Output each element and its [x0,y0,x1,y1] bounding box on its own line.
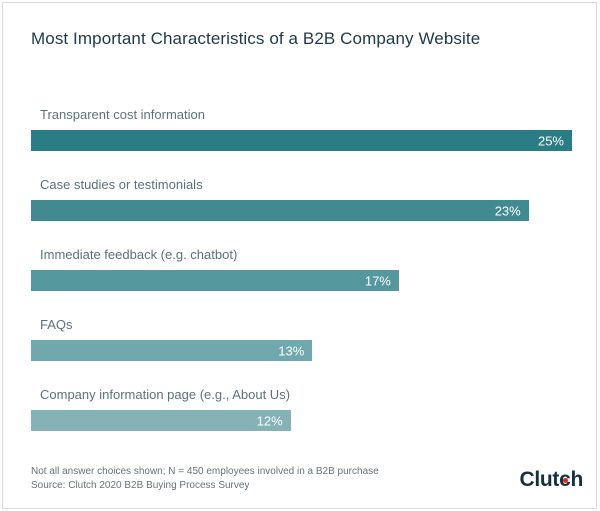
footnote: Not all answer choices shown; N = 450 em… [31,465,379,493]
bar: 13% [31,340,313,361]
footnote-sample-note: Not all answer choices shown; N = 450 em… [31,466,379,477]
clutch-logo-text-end: h [570,468,583,491]
chart-title: Most Important Characteristics of a B2B … [31,29,481,48]
bar: 25% [31,130,572,151]
bar-chart: Transparent cost information 25% Case stud… [31,106,572,456]
clutch-logo: Clutch [519,468,583,492]
bar: 17% [31,270,399,291]
bar-category-label: Transparent cost information [40,107,205,122]
bar-value-label: 25% [537,133,564,148]
chart-row: Case studies or testimonials 23% [31,176,572,221]
chart-row: FAQs 13% [31,316,572,361]
chart-row: Company information page (e.g., About Us… [31,386,572,431]
chart-row: Immediate feedback (e.g. chatbot) 17% [31,246,572,291]
bar-category-label: Case studies or testimonials [40,177,203,192]
bar-value-label: 23% [494,203,521,218]
bar-category-label: Company information page (e.g., About Us… [40,387,291,402]
bar: 12% [31,410,291,431]
chart-row: Transparent cost information 25% [31,106,572,151]
clutch-logo-text-start: Clut [519,468,560,491]
bar-value-label: 17% [364,273,391,288]
clutch-logo-c-with-dot: c [559,468,571,491]
bar-category-label: FAQs [40,317,73,332]
bar-value-label: 13% [278,343,305,358]
bar: 23% [31,200,529,221]
bar-value-label: 12% [256,413,283,428]
footnote-source: Source: Clutch 2020 B2B Buying Process S… [31,480,250,491]
bar-category-label: Immediate feedback (e.g. chatbot) [40,247,238,262]
